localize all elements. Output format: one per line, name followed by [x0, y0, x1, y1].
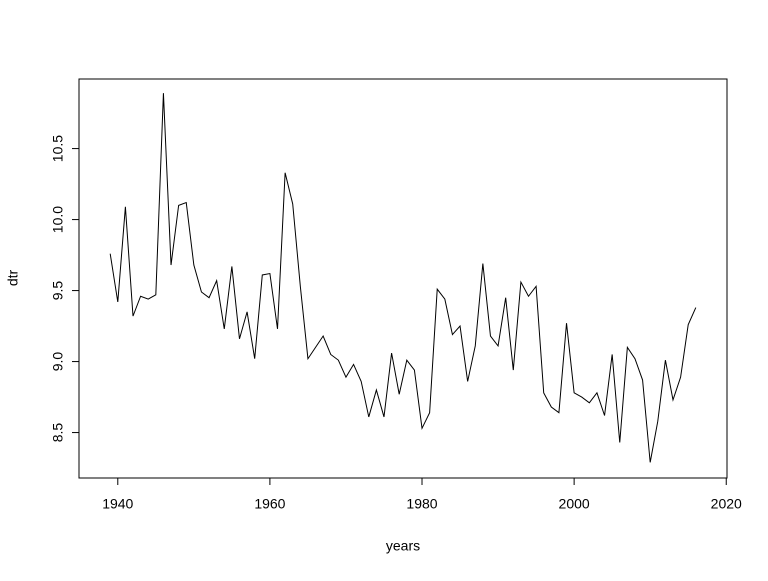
x-tick-label: 1940	[102, 496, 133, 512]
x-tick-label: 2000	[559, 496, 590, 512]
y-tick-label: 10.5	[50, 135, 66, 162]
data-line	[109, 93, 697, 463]
x-tick-label: 1960	[254, 496, 285, 512]
y-tick-label: 9.0	[50, 352, 66, 372]
y-tick-label: 10.0	[50, 206, 66, 233]
x-tick-label: 1980	[406, 496, 437, 512]
y-tick-label: 9.5	[50, 281, 66, 301]
x-tick-label: 2020	[711, 496, 742, 512]
x-axis-label: years	[386, 538, 420, 554]
y-tick-label: 8.5	[50, 423, 66, 443]
plot-box	[78, 78, 728, 479]
y-axis-label: dtr	[5, 269, 21, 286]
